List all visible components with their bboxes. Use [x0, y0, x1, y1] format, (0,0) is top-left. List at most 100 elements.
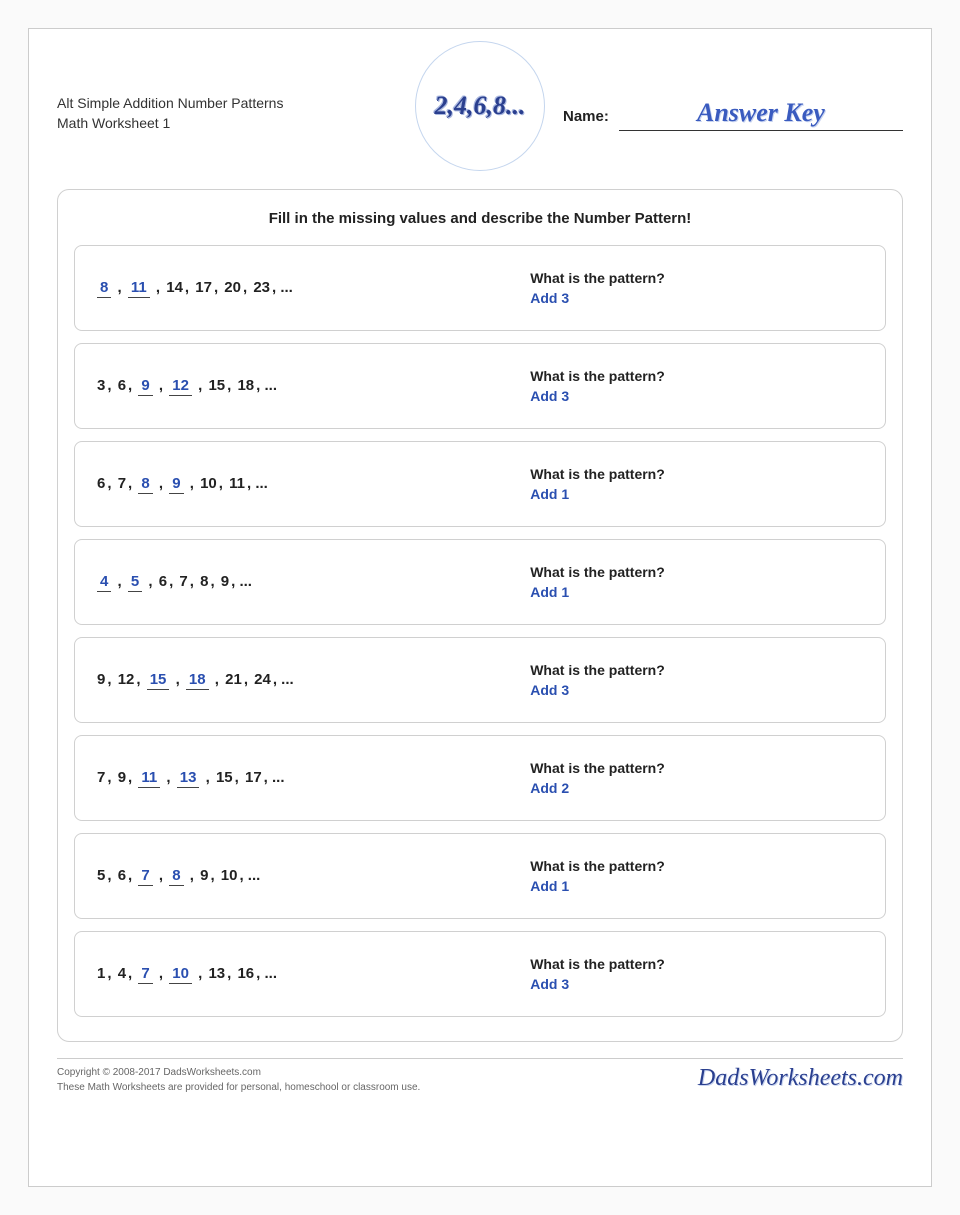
pattern-answer: Add 3 — [530, 976, 865, 992]
pattern-question: What is the pattern? — [530, 564, 865, 580]
sequence: 8 , 11 , 14, 17, 20, 23, ... — [95, 279, 530, 298]
pattern-block: What is the pattern? Add 3 — [530, 662, 865, 698]
filled-answer: 12 — [169, 377, 192, 396]
sequence-number: 4 — [118, 965, 126, 982]
sequence-number: 10 — [221, 867, 238, 884]
sequence-number: 17 — [195, 279, 212, 296]
sequence-number: 21 — [225, 671, 242, 688]
filled-answer: 7 — [138, 965, 152, 984]
pattern-block: What is the pattern? Add 3 — [530, 956, 865, 992]
problems-panel: Fill in the missing values and describe … — [57, 189, 903, 1042]
logo-circle: 2,4,6,8... — [415, 41, 545, 171]
sequence-number: 5 — [97, 867, 105, 884]
answer-key-text: Answer Key — [697, 98, 825, 127]
pattern-question: What is the pattern? — [530, 662, 865, 678]
filled-answer: 15 — [147, 671, 170, 690]
pattern-answer: Add 3 — [530, 682, 865, 698]
instructions: Fill in the missing values and describe … — [74, 210, 886, 227]
name-block: Name: Answer Key — [563, 98, 903, 131]
name-label: Name: — [563, 108, 609, 125]
footer-brand: DadsWorksheets.com — [698, 1065, 903, 1092]
sequence-number: 7 — [179, 573, 187, 590]
sequence-number: 7 — [97, 769, 105, 786]
problem-row: 4 , 5 , 6, 7, 8, 9, ...What is the patte… — [74, 539, 886, 625]
sequence-number: 20 — [224, 279, 241, 296]
title-block: Alt Simple Addition Number Patterns Math… — [57, 94, 377, 133]
filled-answer: 8 — [97, 279, 111, 298]
problem-row: 7, 9, 11 , 13 , 15, 17, ...What is the p… — [74, 735, 886, 821]
sequence-number: 6 — [97, 475, 105, 492]
filled-answer: 9 — [169, 475, 183, 494]
sequence-number: 1 — [97, 965, 105, 982]
filled-answer: 4 — [97, 573, 111, 592]
sequence-number: 3 — [97, 377, 105, 394]
sequence-number: 14 — [166, 279, 183, 296]
filled-answer: 8 — [169, 867, 183, 886]
pattern-answer: Add 1 — [530, 584, 865, 600]
sequence-number: 13 — [208, 965, 225, 982]
pattern-question: What is the pattern? — [530, 270, 865, 286]
problem-row: 6, 7, 8 , 9 , 10, 11, ...What is the pat… — [74, 441, 886, 527]
filled-answer: 5 — [128, 573, 142, 592]
footer: Copyright © 2008-2017 DadsWorksheets.com… — [57, 1058, 903, 1095]
pattern-block: What is the pattern?Add 2 — [530, 760, 865, 796]
pattern-answer: Add 1 — [530, 878, 865, 894]
pattern-question: What is the pattern? — [530, 760, 865, 776]
title-line-1: Alt Simple Addition Number Patterns — [57, 94, 377, 114]
filled-answer: 7 — [138, 867, 152, 886]
pattern-block: What is the pattern? Add 1 — [530, 564, 865, 600]
sequence-number: 10 — [200, 475, 217, 492]
name-line: Answer Key — [619, 98, 903, 131]
filled-answer: 9 — [138, 377, 152, 396]
pattern-block: What is the pattern? Add 3 — [530, 368, 865, 404]
header: Alt Simple Addition Number Patterns Math… — [57, 69, 903, 159]
pattern-question: What is the pattern? — [530, 368, 865, 384]
sequence: 7, 9, 11 , 13 , 15, 17, ... — [95, 769, 530, 788]
sequence-number: 16 — [237, 965, 254, 982]
pattern-answer: Add 3 — [530, 388, 865, 404]
title-line-2: Math Worksheet 1 — [57, 114, 377, 134]
worksheet-page: Alt Simple Addition Number Patterns Math… — [28, 28, 932, 1187]
problem-row: 8 , 11 , 14, 17, 20, 23, ...What is the … — [74, 245, 886, 331]
pattern-block: What is the pattern?Add 1 — [530, 858, 865, 894]
sequence-number: 15 — [208, 377, 225, 394]
filled-answer: 8 — [138, 475, 152, 494]
footer-left: Copyright © 2008-2017 DadsWorksheets.com… — [57, 1065, 420, 1095]
sequence-number: 12 — [118, 671, 135, 688]
sequence-number: 9 — [97, 671, 105, 688]
problem-row: 9, 12, 15 , 18 , 21, 24, ...What is the … — [74, 637, 886, 723]
sequence-number: 6 — [118, 377, 126, 394]
filled-answer: 18 — [186, 671, 209, 690]
sequence-number: 9 — [118, 769, 126, 786]
sequence-number: 23 — [253, 279, 270, 296]
sequence-number: 18 — [237, 377, 254, 394]
sequence: 9, 12, 15 , 18 , 21, 24, ... — [95, 671, 530, 690]
logo-text: 2,4,6,8... — [435, 91, 526, 121]
sequence: 3, 6, 9 , 12 , 15, 18, ... — [95, 377, 530, 396]
filled-answer: 13 — [177, 769, 200, 788]
sequence: 1, 4, 7 , 10 , 13, 16, ... — [95, 965, 530, 984]
filled-answer: 10 — [169, 965, 192, 984]
sequence-number: 24 — [254, 671, 271, 688]
sequence: 6, 7, 8 , 9 , 10, 11, ... — [95, 475, 530, 494]
problem-row: 5, 6, 7 , 8 , 9, 10, ...What is the patt… — [74, 833, 886, 919]
sequence: 5, 6, 7 , 8 , 9, 10, ... — [95, 867, 530, 886]
copyright-text: Copyright © 2008-2017 DadsWorksheets.com — [57, 1065, 420, 1080]
sequence-number: 15 — [216, 769, 233, 786]
pattern-question: What is the pattern? — [530, 956, 865, 972]
pattern-answer: Add 1 — [530, 486, 865, 502]
usage-text: These Math Worksheets are provided for p… — [57, 1080, 420, 1095]
pattern-question: What is the pattern? — [530, 466, 865, 482]
problem-row: 3, 6, 9 , 12 , 15, 18, ...What is the pa… — [74, 343, 886, 429]
problem-row: 1, 4, 7 , 10 , 13, 16, ...What is the pa… — [74, 931, 886, 1017]
sequence-number: 7 — [118, 475, 126, 492]
sequence-number: 17 — [245, 769, 262, 786]
problems-container: 8 , 11 , 14, 17, 20, 23, ...What is the … — [74, 245, 886, 1017]
sequence-number: 11 — [229, 475, 245, 492]
sequence-number: 6 — [118, 867, 126, 884]
pattern-answer: Add 3 — [530, 290, 865, 306]
filled-answer: 11 — [128, 279, 150, 298]
sequence-number: 9 — [200, 867, 208, 884]
sequence-number: 6 — [159, 573, 167, 590]
pattern-block: What is the pattern? Add 3 — [530, 270, 865, 306]
